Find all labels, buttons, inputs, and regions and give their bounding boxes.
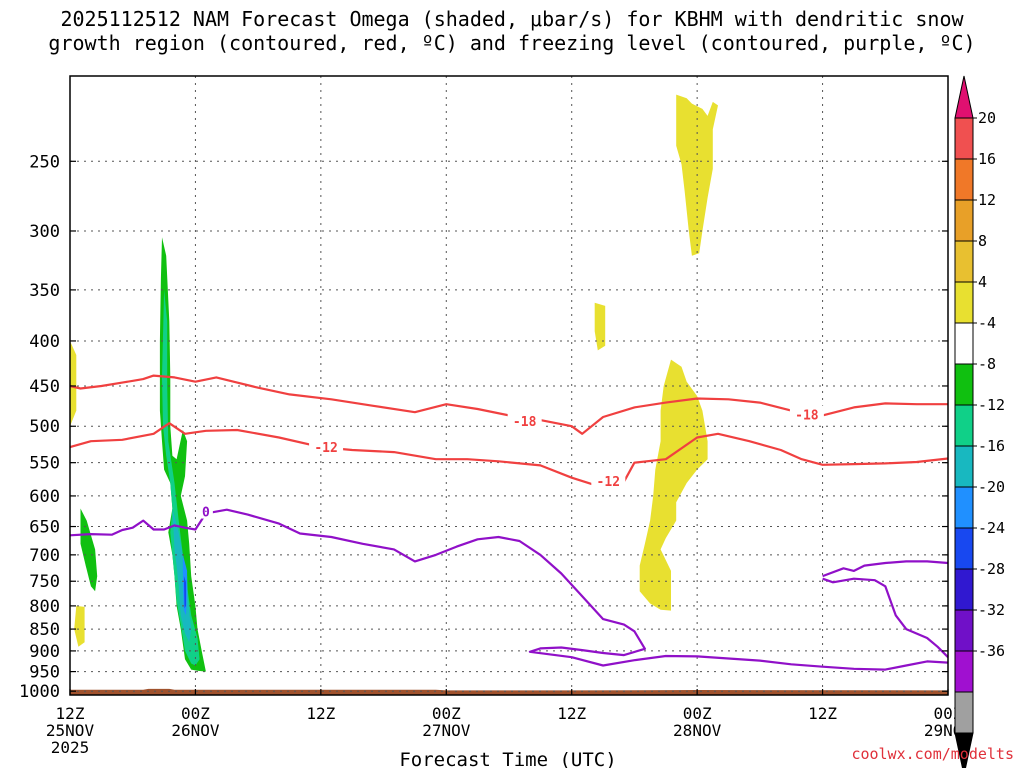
- dgz-minus18: [69, 374, 948, 435]
- y-tick-label-500: 500: [29, 417, 60, 437]
- colorbar-bin: [954, 568, 974, 611]
- colorbar-label--36: -36: [978, 642, 1005, 660]
- y-tick-label-600: 600: [29, 487, 60, 507]
- omega-yellow-left-bot: [74, 605, 85, 647]
- colorbar-bin: [954, 281, 974, 324]
- dgz-minus12-label: -12: [314, 441, 337, 456]
- x-tick-label-0-2: 2025: [51, 738, 90, 757]
- colorbar-label--28: -28: [978, 560, 1005, 578]
- x-tick-label-5-1: 28NOV: [673, 721, 722, 740]
- freezing-level-upper-label: 0: [202, 506, 210, 521]
- colorbar-bottom-arrow: [954, 732, 974, 768]
- y-tick-label-750: 750: [29, 572, 60, 592]
- colorbar-label--12: -12: [978, 396, 1005, 414]
- plot-frame: [69, 75, 949, 696]
- colorbar-bin: [954, 158, 974, 201]
- x-axis-label: Forecast Time (UTC): [399, 749, 616, 768]
- colorbar-bin: [954, 322, 974, 365]
- dgz-minus12: [69, 422, 949, 486]
- colorbar-top-arrow: [954, 75, 974, 119]
- colorbar-bin: [954, 609, 974, 652]
- omega-yellow-left-top: [70, 341, 77, 427]
- colorbar-bin: [954, 486, 974, 529]
- x-tick-label-2-0: 12Z: [306, 704, 335, 723]
- y-tick-label-550: 550: [29, 454, 60, 474]
- colorbar-bin: [954, 363, 974, 406]
- colorbar-label--4: -4: [978, 314, 996, 332]
- x-tick-label-1-1: 26NOV: [171, 721, 220, 740]
- x-tick-label-5-0: 00Z: [683, 704, 712, 723]
- colorbar-label-4: 4: [978, 273, 987, 291]
- dgz-minus12-label-bg: [591, 471, 626, 488]
- omega-yellow-mid: [594, 302, 606, 351]
- dgz-minus18-label-bg: [507, 411, 542, 428]
- omega-darkblue-main: [183, 576, 186, 609]
- dgz-minus12-label-bg: [309, 438, 344, 455]
- colorbar-label-12: 12: [978, 191, 996, 209]
- x-tick-label-0-1: 25NOV: [46, 721, 95, 740]
- y-tick-label-800: 800: [29, 597, 60, 617]
- y-tick-label-400: 400: [29, 332, 60, 352]
- dgz-minus18-label-bg: [789, 405, 824, 422]
- omega-cyan-main: [172, 508, 192, 643]
- colorbar-label--24: -24: [978, 519, 1005, 537]
- colorbar-bin: [954, 445, 974, 488]
- colorbar-label--16: -16: [978, 437, 1005, 455]
- freezing-level-right: [822, 577, 949, 658]
- colorbar-bin: [954, 527, 974, 570]
- colorbar-bin: [954, 691, 974, 734]
- omega-yellow-main: [639, 359, 708, 611]
- y-tick-label-950: 950: [29, 663, 60, 683]
- omega-green-main: [159, 237, 206, 672]
- ground-terrain: [70, 688, 948, 695]
- y-tick-label-250: 250: [29, 152, 60, 172]
- x-tick-label-6-0: 12Z: [808, 704, 837, 723]
- colorbar-label--8: -8: [978, 355, 996, 373]
- x-tick-label-1-0: 00Z: [181, 704, 210, 723]
- colorbar-label-20: 20: [978, 109, 996, 127]
- dgz-minus18-label: -18: [795, 409, 819, 424]
- chart-title-line2: growth region (contoured, red, ºC) and f…: [48, 31, 976, 55]
- colorbar-label--20: -20: [978, 478, 1005, 496]
- colorbar-bin: [954, 199, 974, 242]
- colorbar-bin: [954, 650, 974, 693]
- omega-green-left: [80, 508, 98, 592]
- y-tick-label-650: 650: [29, 518, 60, 538]
- x-tick-label-4-0: 12Z: [557, 704, 586, 723]
- y-tick-label-350: 350: [29, 281, 60, 301]
- y-tick-label-900: 900: [29, 642, 60, 662]
- y-tick-label-850: 850: [29, 620, 60, 640]
- y-tick-label-300: 300: [29, 222, 60, 242]
- credit-text: coolwx.com/modelts: [851, 745, 1014, 763]
- freezing-level-lower: [822, 560, 949, 578]
- colorbar-label-16: 16: [978, 150, 996, 168]
- colorbar-label-8: 8: [978, 232, 987, 250]
- x-tick-label-3-0: 00Z: [432, 704, 461, 723]
- colorbar-bin: [954, 404, 974, 447]
- chart-title-line1: 2025112512 NAM Forecast Omega (shaded, μ…: [60, 7, 964, 31]
- colorbar-bin: [954, 240, 974, 283]
- y-tick-label-450: 450: [29, 377, 60, 397]
- y-tick-label-700: 700: [29, 546, 60, 566]
- colorbar-bin: [954, 117, 974, 160]
- colorbar-label--32: -32: [978, 601, 1005, 619]
- x-tick-label-3-1: 27NOV: [422, 721, 471, 740]
- dgz-minus12-label: -12: [597, 475, 620, 490]
- freezing-level-upper-label-bg: [198, 502, 213, 519]
- dgz-minus18-label: -18: [513, 415, 537, 430]
- x-tick-label-0-0: 12Z: [56, 704, 85, 723]
- freezing-level-upper: [69, 508, 949, 671]
- y-tick-label-1000: 1000: [19, 682, 60, 702]
